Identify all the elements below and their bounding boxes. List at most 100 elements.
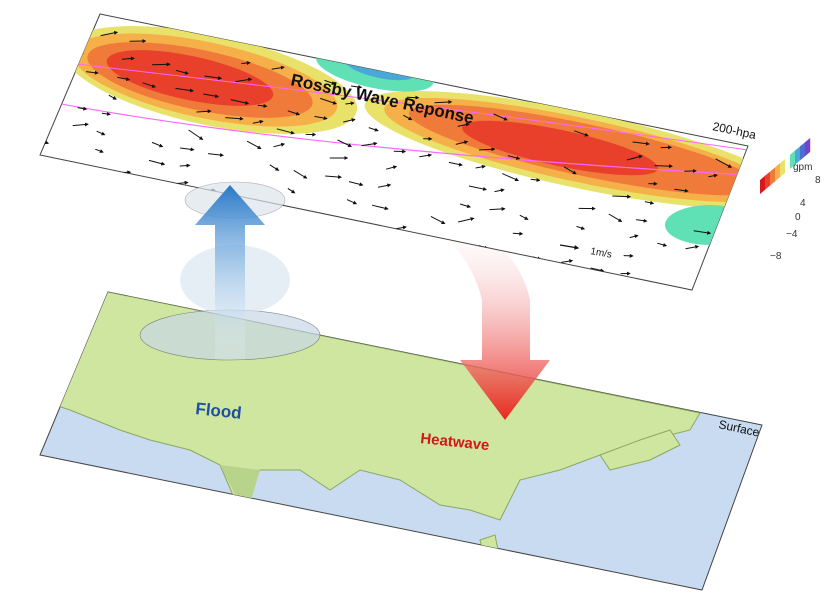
- wind-vector-arrow: [117, 76, 131, 82]
- wind-vector-arrow: [271, 65, 285, 70]
- wind-vector-arrow: [252, 119, 264, 124]
- wind-vector-arrow: [371, 204, 389, 211]
- wind-vector-arrow: [693, 230, 712, 235]
- reference-vector-arrow: [559, 244, 580, 250]
- colorbar-unit: gpm: [793, 162, 812, 173]
- heatwave-arrow: [420, 210, 550, 420]
- wind-vector-arrow: [715, 158, 732, 168]
- wind-vector-arrow: [530, 177, 541, 182]
- wind-vector-arrow: [203, 93, 220, 99]
- wind-vector-arrow: [72, 122, 89, 127]
- colorbar-segment: [805, 137, 811, 157]
- wind-vector-arrow: [475, 164, 486, 169]
- wind-vector-arrow: [95, 148, 104, 153]
- wind-vector-arrow: [402, 114, 413, 121]
- level-label-200hpa: 200-hpa: [711, 119, 757, 142]
- wind-vector-arrow: [502, 173, 520, 182]
- wind-vector-arrow: [148, 159, 166, 166]
- wind-vector-arrow: [235, 77, 253, 83]
- wind-vector-arrow: [644, 200, 655, 205]
- colorbar-segment: [790, 150, 796, 169]
- wind-vector-arrow: [81, 182, 93, 187]
- wind-vector-arrow: [644, 297, 655, 303]
- wind-vector-arrow: [348, 181, 364, 187]
- wind-vector-arrow: [458, 217, 475, 223]
- contour-line: [40, 99, 748, 176]
- wind-vector-arrow: [507, 155, 521, 160]
- wind-vector-arrow: [47, 101, 59, 106]
- wind-vector-arrow: [406, 95, 420, 100]
- wind-vector-arrow: [86, 70, 99, 75]
- wind-vector-arrow: [208, 153, 225, 157]
- wind-vector-arrow: [346, 199, 358, 205]
- wind-vector-arrow: [269, 164, 280, 171]
- flood-label: Flood: [195, 399, 243, 423]
- japan-islands: [599, 429, 681, 471]
- wind-vector-arrow: [257, 103, 268, 108]
- wind-vector-arrow: [674, 188, 689, 193]
- wind-vector-arrow: [563, 166, 577, 175]
- wind-vector-arrow: [590, 267, 605, 273]
- colorbar-tick: 4: [800, 198, 806, 209]
- wind-vector-arrow: [434, 100, 453, 105]
- wind-vector-arrow: [493, 113, 508, 121]
- wind-vector-arrow: [512, 231, 524, 236]
- wind-vector-arrow: [343, 118, 356, 123]
- colorbar-tick: 8: [815, 175, 821, 186]
- wind-vector-arrow: [337, 139, 353, 147]
- wind-vector-arrow: [324, 79, 336, 85]
- wind-vector-arrow: [626, 154, 643, 161]
- wind-vector-arrow: [314, 115, 328, 121]
- wind-vector-arrow: [654, 164, 674, 169]
- anomaly-negative-southeast: [665, 205, 748, 245]
- wind-vector-arrow: [530, 274, 544, 281]
- wind-vector-arrow: [708, 173, 718, 178]
- wind-vector-arrow: [377, 183, 392, 188]
- wind-vector-arrow: [350, 84, 363, 89]
- wind-vector-arrow: [334, 232, 351, 237]
- colorbar-segment: [795, 146, 801, 165]
- wind-vector-arrow: [51, 178, 65, 183]
- wind-vector-arrow: [276, 128, 295, 135]
- colorbar-tick: −8: [770, 251, 782, 262]
- updraft-arrow: [195, 185, 265, 360]
- wind-vector-arrow: [419, 153, 433, 158]
- wind-vector-arrow: [179, 163, 191, 168]
- colorbar-segment: [770, 167, 776, 186]
- colorbar: gpm 8 4 0 −4 −8: [760, 137, 821, 262]
- colorbar-segment: [765, 171, 771, 190]
- wind-vector-arrow: [246, 140, 262, 150]
- colorbar-segment: [800, 142, 806, 161]
- wind-vector-arrow: [361, 141, 378, 147]
- wind-vector-arrow: [40, 118, 52, 123]
- wind-vector-arrow: [657, 242, 668, 247]
- wind-vector-arrow: [175, 87, 194, 93]
- wind-vector-arrow: [576, 225, 586, 230]
- wind-vector-arrow: [204, 75, 223, 80]
- wind-vector-arrow: [152, 62, 171, 67]
- wind-vector-arrow: [345, 101, 355, 106]
- wind-vector-arrow: [180, 147, 195, 152]
- wind-vector-arrow: [494, 188, 505, 193]
- colorbar-tick: 0: [795, 212, 801, 223]
- wind-vector-arrow: [151, 141, 164, 148]
- wind-vector-arrow: [519, 214, 529, 220]
- wind-vector-arrow: [368, 127, 379, 132]
- wind-vector-arrow: [101, 111, 111, 116]
- reference-vector-label: 1m/s: [589, 246, 612, 261]
- wind-vector-arrow: [385, 165, 398, 170]
- wind-vector-arrow: [574, 130, 589, 137]
- wind-vector-arrow: [96, 130, 106, 136]
- wind-vector-arrow: [278, 220, 295, 225]
- colorbar-segment: [780, 158, 786, 178]
- wind-vector-arrow: [636, 218, 648, 223]
- wind-vector-arrow: [72, 26, 85, 31]
- wind-vector-arrow: [86, 166, 97, 172]
- wind-vector-arrow: [273, 142, 286, 148]
- wind-vector-arrow: [457, 122, 470, 127]
- wind-vector-arrow: [632, 141, 650, 146]
- wind-vector-arrow: [430, 215, 446, 225]
- wind-vector-arrow: [303, 229, 322, 237]
